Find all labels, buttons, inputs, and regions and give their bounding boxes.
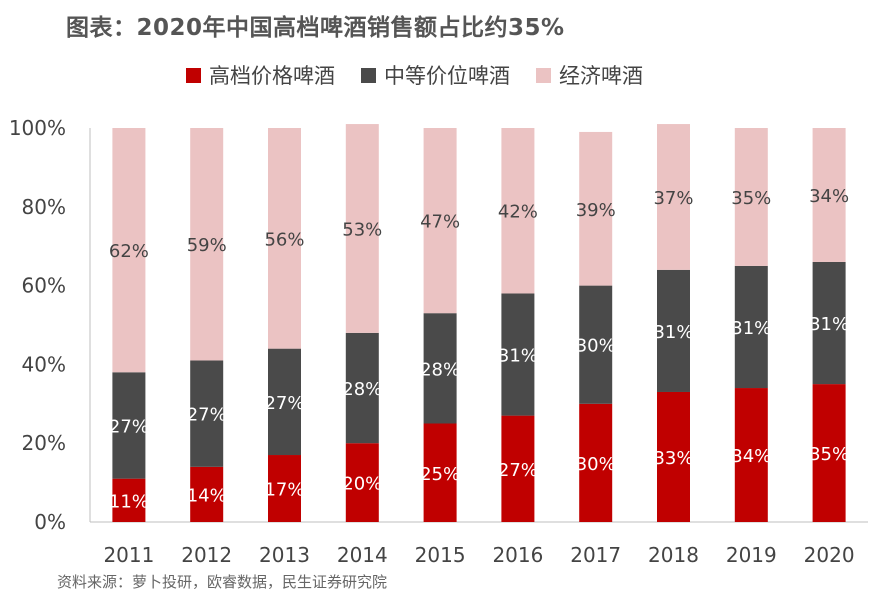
legend-swatch-premium bbox=[186, 67, 201, 83]
y-tick-label: 0% bbox=[34, 510, 66, 534]
bar-segment bbox=[423, 423, 457, 522]
legend-label-premium: 高档价格啤酒 bbox=[209, 64, 335, 88]
bar-segment bbox=[734, 265, 768, 389]
y-tick-label: 40% bbox=[22, 352, 66, 376]
legend-label-economy: 经济啤酒 bbox=[559, 64, 643, 88]
data-label: 62% bbox=[109, 241, 149, 262]
data-label: 35% bbox=[809, 444, 849, 465]
legend-swatch-economy bbox=[536, 67, 551, 83]
bar-segment bbox=[657, 391, 690, 522]
legend: 高档价格啤酒 中等价位啤酒 经济啤酒 bbox=[186, 60, 669, 90]
y-tick-label: 80% bbox=[22, 195, 66, 219]
y-tick-label: 100% bbox=[9, 116, 66, 140]
data-label: 31% bbox=[498, 346, 538, 367]
data-label: 34% bbox=[731, 446, 771, 467]
bar-segment bbox=[268, 128, 301, 349]
legend-item-premium: 高档价格啤酒 bbox=[186, 60, 335, 90]
data-label: 28% bbox=[420, 359, 460, 380]
data-label: 37% bbox=[653, 188, 693, 209]
data-label: 31% bbox=[809, 314, 849, 335]
x-tick-label: 2016 bbox=[492, 543, 543, 567]
data-label: 27% bbox=[109, 416, 149, 437]
x-tick-label: 2011 bbox=[103, 543, 154, 567]
bar-segment bbox=[268, 455, 301, 522]
data-label: 27% bbox=[264, 393, 304, 414]
data-label: 42% bbox=[498, 202, 538, 223]
data-label: 31% bbox=[653, 322, 693, 343]
data-label: 33% bbox=[653, 448, 693, 469]
x-tick-label: 2013 bbox=[259, 543, 310, 567]
data-label: 14% bbox=[187, 485, 227, 506]
bar-segment bbox=[734, 388, 768, 522]
bar-segment bbox=[812, 128, 846, 262]
bar-segment bbox=[112, 478, 146, 522]
data-label: 53% bbox=[342, 219, 382, 240]
x-tick-label: 2017 bbox=[570, 543, 621, 567]
data-label: 27% bbox=[498, 460, 538, 481]
data-label: 59% bbox=[187, 235, 227, 256]
data-label: 27% bbox=[187, 405, 227, 426]
y-tick-label: 60% bbox=[22, 274, 66, 298]
legend-swatch-mid bbox=[361, 67, 376, 83]
bar-segment bbox=[190, 360, 224, 467]
data-label: 30% bbox=[576, 336, 616, 357]
bar-segment bbox=[345, 443, 379, 522]
bar-segment bbox=[579, 131, 613, 286]
data-label: 31% bbox=[731, 318, 771, 339]
data-label: 17% bbox=[264, 480, 304, 501]
data-label: 25% bbox=[420, 464, 460, 485]
y-tick-label: 20% bbox=[22, 431, 66, 455]
bar-segment bbox=[812, 384, 846, 522]
chart-title: 图表：2020年中国高档啤酒销售额占比约35% bbox=[66, 15, 565, 41]
x-tick-label: 2018 bbox=[648, 543, 699, 567]
legend-item-mid: 中等价位啤酒 bbox=[361, 60, 510, 90]
data-label: 34% bbox=[809, 186, 849, 207]
x-tick-label: 2019 bbox=[726, 543, 777, 567]
data-label: 35% bbox=[731, 188, 771, 209]
data-label: 56% bbox=[264, 229, 304, 250]
bar-segment bbox=[423, 313, 457, 424]
x-tick-label: 2014 bbox=[337, 543, 388, 567]
bar-segment bbox=[190, 128, 224, 361]
bar-segment bbox=[657, 124, 690, 270]
data-label: 30% bbox=[576, 454, 616, 475]
bar-segment bbox=[501, 293, 535, 416]
bar-segment bbox=[345, 332, 379, 444]
data-label: 47% bbox=[420, 212, 460, 233]
bar-segment bbox=[112, 128, 146, 373]
x-tick-label: 2015 bbox=[415, 543, 466, 567]
bar-segment bbox=[345, 124, 379, 333]
data-label: 39% bbox=[576, 200, 616, 221]
data-label: 11% bbox=[109, 491, 149, 512]
legend-item-economy: 经济啤酒 bbox=[536, 60, 643, 90]
bar-segment bbox=[112, 372, 146, 479]
bar-segment bbox=[579, 403, 613, 522]
bar-segment bbox=[501, 128, 535, 294]
x-tick-label: 2020 bbox=[804, 543, 855, 567]
bar-segment bbox=[579, 285, 613, 404]
bar-segment bbox=[657, 269, 690, 392]
bar-segment bbox=[812, 261, 846, 385]
bar-segment bbox=[190, 466, 224, 522]
bar-segment bbox=[268, 348, 301, 456]
x-tick-label: 2012 bbox=[181, 543, 232, 567]
legend-label-mid: 中等价位啤酒 bbox=[384, 64, 510, 88]
bar-segment bbox=[501, 415, 535, 522]
source-note: 资料来源：萝卜投研，欧睿数据，民生证券研究院 bbox=[57, 573, 388, 591]
data-label: 20% bbox=[342, 474, 382, 495]
data-label: 28% bbox=[342, 379, 382, 400]
bar-segment bbox=[734, 128, 768, 266]
bar-segment bbox=[423, 128, 457, 314]
